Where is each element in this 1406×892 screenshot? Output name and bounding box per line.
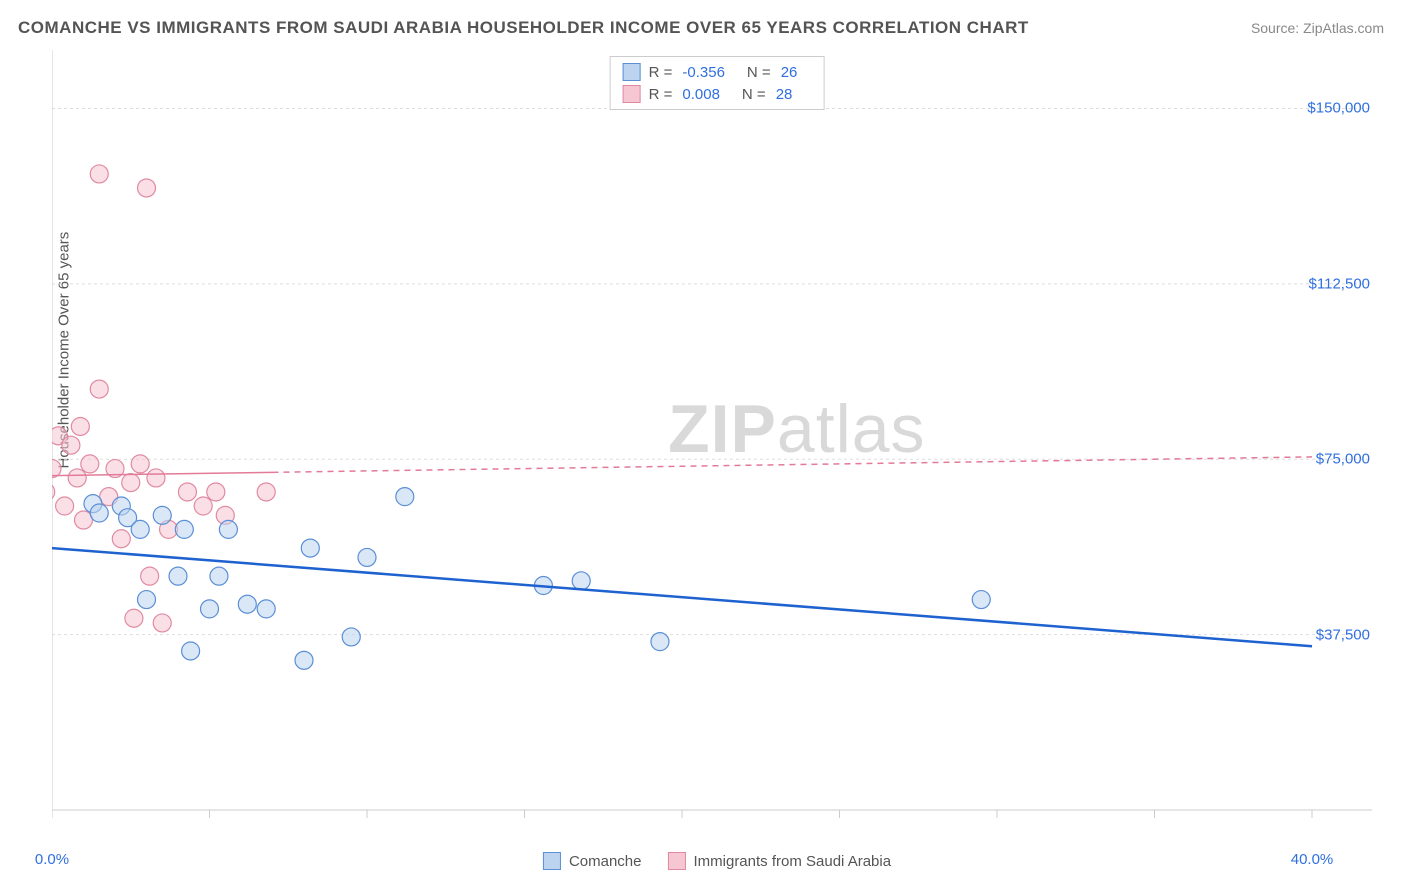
y-tick-label: $37,500	[1316, 626, 1370, 643]
swatch-series-2	[623, 85, 641, 103]
n-label: N =	[742, 86, 766, 103]
r-label: R =	[649, 86, 673, 103]
x-tick-label: 40.0%	[1291, 851, 1334, 868]
x-tick-label: 0.0%	[35, 851, 69, 868]
source-label: Source: ZipAtlas.com	[1251, 20, 1384, 36]
y-tick-label: $75,000	[1316, 451, 1370, 468]
r-label: R =	[649, 64, 673, 81]
legend-label-2: Immigrants from Saudi Arabia	[693, 853, 891, 870]
n-value-1: 26	[781, 64, 798, 81]
legend-label-1: Comanche	[569, 853, 642, 870]
legend-item-1: Comanche	[543, 852, 642, 870]
legend-item-2: Immigrants from Saudi Arabia	[667, 852, 891, 870]
r-value-1: -0.356	[682, 64, 725, 81]
swatch-bottom-1	[543, 852, 561, 870]
n-value-2: 28	[776, 86, 793, 103]
y-tick-label: $150,000	[1307, 100, 1370, 117]
legend-correlation: R = -0.356 N = 26 R = 0.008 N = 28	[610, 56, 825, 110]
swatch-bottom-2	[667, 852, 685, 870]
legend-row-series-1: R = -0.356 N = 26	[623, 61, 812, 83]
legend-series: Comanche Immigrants from Saudi Arabia	[543, 852, 891, 870]
legend-row-series-2: R = 0.008 N = 28	[623, 83, 812, 105]
swatch-series-1	[623, 63, 641, 81]
r-value-2: 0.008	[682, 86, 720, 103]
chart-area: Householder Income Over 65 years ZIPatla…	[52, 50, 1382, 840]
chart-title: COMANCHE VS IMMIGRANTS FROM SAUDI ARABIA…	[18, 18, 1029, 38]
scatter-plot	[52, 50, 1382, 840]
y-tick-label: $112,500	[1309, 275, 1370, 292]
n-label: N =	[747, 64, 771, 81]
